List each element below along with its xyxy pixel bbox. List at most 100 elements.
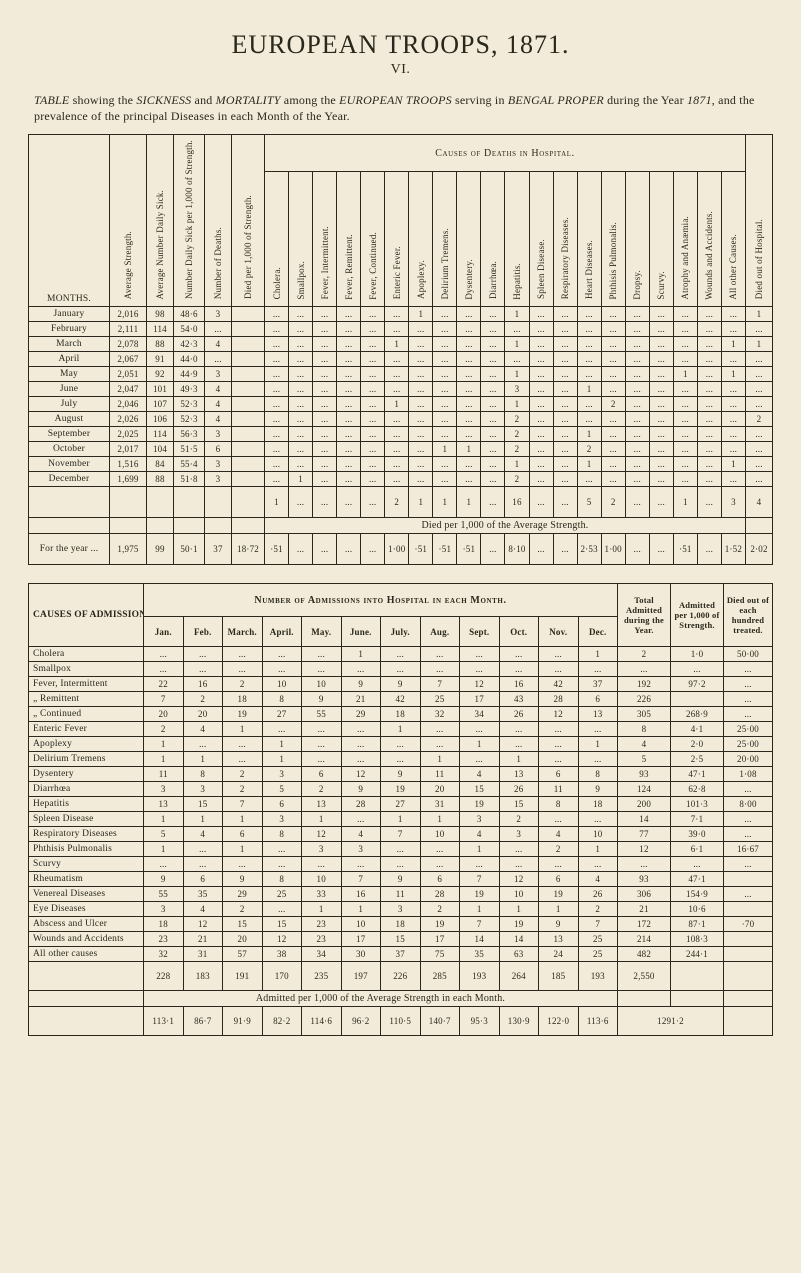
cell: ... (539, 662, 579, 677)
cell: ... (341, 737, 381, 752)
cell: ... (625, 412, 649, 427)
cell: 214 (618, 932, 671, 947)
adm-row: Delirium Tremens11...1.........1...1....… (29, 752, 773, 767)
cause-cell: Rheumatism (29, 872, 144, 887)
hdr-cause: Fever, Intermittent. (313, 172, 337, 307)
cell: ... (625, 352, 649, 367)
cell: ... (746, 397, 773, 412)
month-row: February2,11111454·0....................… (29, 322, 773, 337)
cell: ... (553, 487, 577, 518)
cell: 8 (262, 827, 302, 842)
cell: 12 (460, 677, 500, 692)
cell: 1 (505, 307, 529, 322)
cell: ... (265, 337, 289, 352)
adm-row: Eye Diseases342...113211122110·6 (29, 902, 773, 917)
cell: ... (553, 427, 577, 442)
cell: ... (529, 427, 553, 442)
cell: ... (420, 647, 460, 662)
cell: 191 (223, 962, 263, 991)
doc-title: EUROPEAN TROOPS, 1871. (28, 30, 773, 60)
cause-cell: Apoplexy (29, 737, 144, 752)
cell: ... (553, 367, 577, 382)
cell: ... (601, 442, 625, 457)
hdr-cause: Atrophy and Anæmia. (673, 172, 697, 307)
hdr-avg-daily: Average Number Daily Sick. (147, 135, 174, 307)
cell: 268·9 (671, 707, 724, 722)
cell: 114 (147, 427, 174, 442)
cause-cell: Abscess and Ulcer (29, 917, 144, 932)
cell: ... (505, 322, 529, 337)
cell: ... (381, 647, 421, 662)
cell: 4 (205, 382, 232, 397)
cell: ... (746, 382, 773, 397)
cell: 1 (144, 842, 184, 857)
cell: 1 (457, 487, 481, 518)
cell: ... (361, 534, 385, 565)
adm-note: Admitted per 1,000 of the Average Streng… (144, 991, 618, 1007)
cell: 47·1 (671, 767, 724, 782)
hdr-month: Oct. (499, 616, 539, 646)
hdr-cause: Fever, Remittent. (337, 172, 361, 307)
cell (232, 352, 265, 367)
cell: 15 (460, 782, 500, 797)
cell: 12 (302, 827, 342, 842)
cell: 2 (223, 767, 263, 782)
cell: 55 (144, 887, 184, 902)
cell: ... (697, 427, 721, 442)
cell: 20 (144, 707, 184, 722)
cell (671, 962, 724, 991)
cell (147, 487, 174, 518)
hdr-died-per: Died per 1,000 of Strength. (232, 135, 265, 307)
cell: ... (721, 382, 745, 397)
cell: 1 (262, 737, 302, 752)
cell: 2 (578, 902, 618, 917)
cell: ... (183, 842, 223, 857)
cell: 114·6 (302, 1007, 342, 1036)
cell: 25 (262, 887, 302, 902)
cell: 56·3 (174, 427, 205, 442)
cell: ... (553, 307, 577, 322)
month-row: July2,04610752·34...............1.......… (29, 397, 773, 412)
year-row: For the year ...1,9759950·13718·72·51...… (29, 534, 773, 565)
cell: ... (313, 337, 337, 352)
cell: ... (289, 367, 313, 382)
cause-cell: Diarrhœa (29, 782, 144, 797)
cap-e5: 1871 (687, 93, 712, 107)
cell: ... (337, 442, 361, 457)
cell: ... (409, 382, 433, 397)
cell: 7 (460, 917, 500, 932)
cell: 24 (539, 947, 579, 962)
cell: 1 (433, 442, 457, 457)
cell: 6 (539, 872, 579, 887)
cell (232, 457, 265, 472)
cell: 13 (499, 767, 539, 782)
cell: ... (601, 457, 625, 472)
cap-b2: and (191, 93, 215, 107)
cell: 1 (381, 812, 421, 827)
cell: 1 (746, 337, 773, 352)
cell: 4 (183, 722, 223, 737)
cell: ... (381, 737, 421, 752)
cell: ... (673, 352, 697, 367)
cell: ... (746, 322, 773, 337)
hdr-cause: Spleen Disease. (529, 172, 553, 307)
cell: 2·02 (746, 534, 773, 565)
cell: ... (265, 412, 289, 427)
cell: ... (499, 737, 539, 752)
cell: ... (183, 737, 223, 752)
cell: 3 (302, 842, 342, 857)
totals-row: 1............2111...16......52......1...… (29, 487, 773, 518)
cause-cell: Dysentery (29, 767, 144, 782)
cell: 9 (381, 677, 421, 692)
cell: 28 (341, 797, 381, 812)
section-roman: VI. (28, 62, 773, 78)
adm-row: „ Continued20201927552918323426121330526… (29, 707, 773, 722)
cell: 14 (618, 812, 671, 827)
cell: ... (673, 322, 697, 337)
cell: ... (481, 382, 505, 397)
cell: 1 (499, 752, 539, 767)
cell: ... (618, 662, 671, 677)
cell: 3 (721, 487, 745, 518)
cell: ... (577, 307, 601, 322)
cell: 4 (746, 487, 773, 518)
